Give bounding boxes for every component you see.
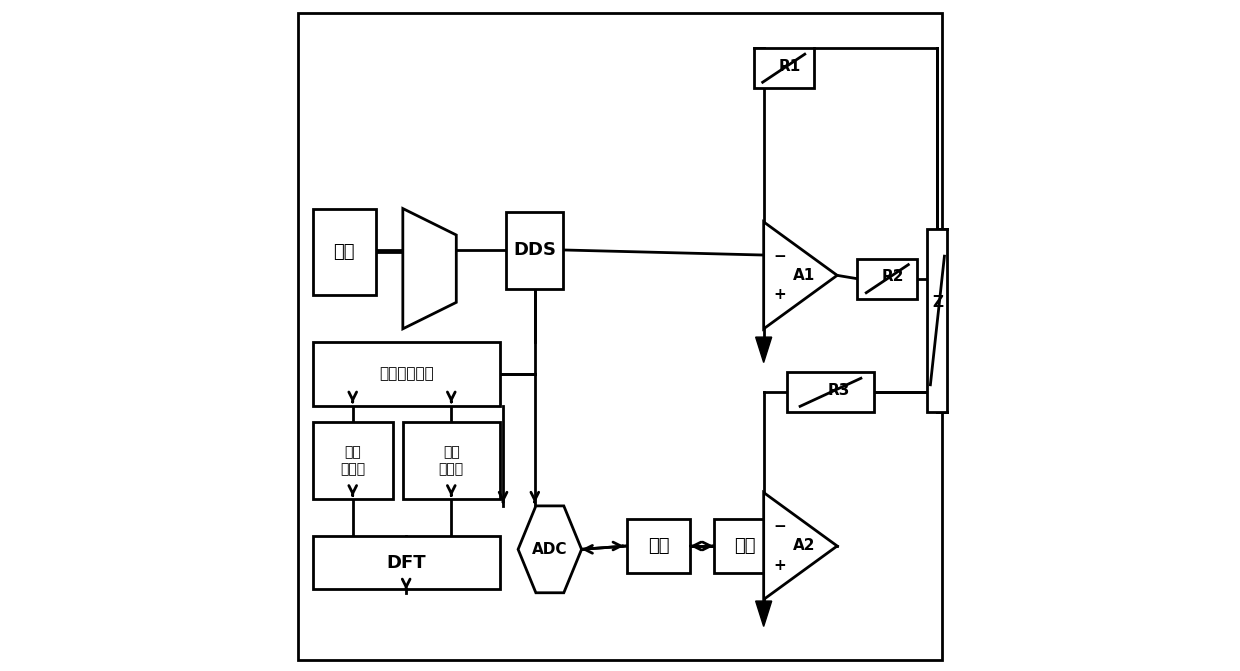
Text: DFT: DFT xyxy=(387,554,427,572)
Text: +: + xyxy=(774,558,786,573)
Bar xyxy=(754,48,813,89)
Text: ADC: ADC xyxy=(532,541,568,557)
Text: 滤波: 滤波 xyxy=(647,537,670,555)
Text: A1: A1 xyxy=(792,268,815,283)
Bar xyxy=(857,258,918,299)
Text: −: − xyxy=(774,249,786,264)
Polygon shape xyxy=(755,601,771,627)
Text: −: − xyxy=(774,519,786,534)
Polygon shape xyxy=(755,337,771,362)
Text: DDS: DDS xyxy=(513,242,557,259)
Bar xyxy=(928,229,947,413)
Bar xyxy=(312,342,500,406)
Text: A2: A2 xyxy=(792,539,816,554)
Text: R1: R1 xyxy=(779,58,801,74)
Text: 逻辑控制模块: 逻辑控制模块 xyxy=(378,366,434,381)
Polygon shape xyxy=(518,506,582,592)
Polygon shape xyxy=(403,209,456,329)
Text: Z: Z xyxy=(932,295,942,309)
Bar xyxy=(787,372,874,413)
Text: 虚部
寄存器: 虚部 寄存器 xyxy=(439,446,464,476)
Text: R2: R2 xyxy=(882,269,904,285)
Text: +: + xyxy=(774,287,786,302)
Bar xyxy=(312,422,393,499)
Bar xyxy=(713,519,777,573)
Bar xyxy=(506,212,563,289)
Bar xyxy=(312,209,376,295)
Text: R3: R3 xyxy=(828,382,851,398)
Text: 增益: 增益 xyxy=(734,537,756,555)
Text: 时钟: 时钟 xyxy=(334,243,355,261)
Bar xyxy=(403,422,500,499)
Bar xyxy=(312,536,500,589)
Text: 实部
寄存器: 实部 寄存器 xyxy=(340,446,366,476)
Polygon shape xyxy=(764,222,837,329)
Polygon shape xyxy=(764,493,837,599)
Bar xyxy=(626,519,691,573)
